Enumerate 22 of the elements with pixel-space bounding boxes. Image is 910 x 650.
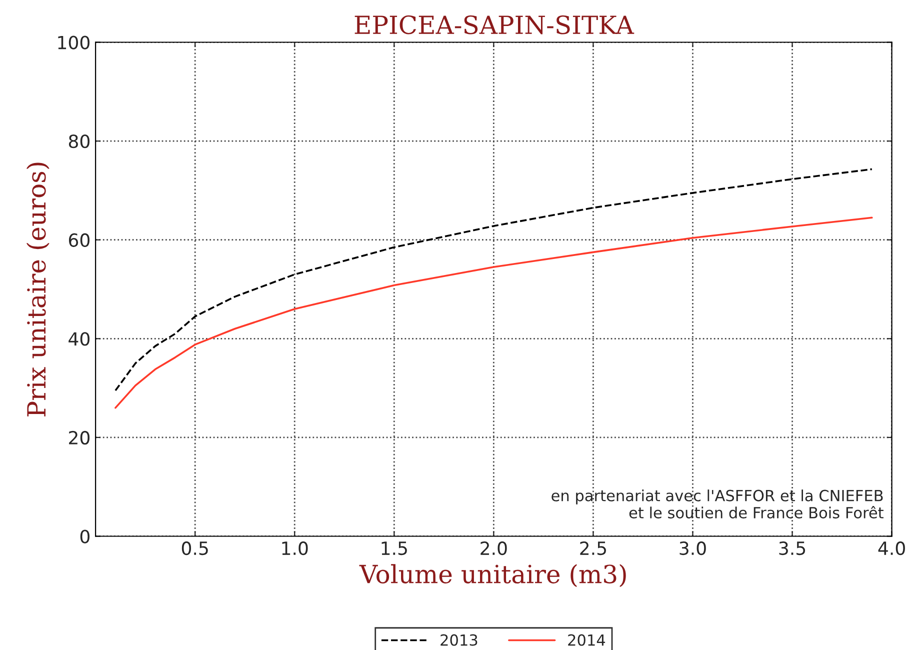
line-series xyxy=(114,168,873,392)
legend-label: 2013 xyxy=(440,634,478,646)
y-tick-label: 100 xyxy=(58,36,90,50)
chart-title: EPICEA-SAPIN-SITKA xyxy=(354,15,634,34)
x-axis-title: Volume unitaire (m3) xyxy=(359,564,626,588)
x-tick-label: 1.0 xyxy=(282,541,308,556)
y-tick-label: 60 xyxy=(68,233,90,247)
x-tick-label: 2.5 xyxy=(580,541,606,556)
x-tick-label: 0.5 xyxy=(182,541,208,556)
annotation: en partenariat avec l'ASFFOR et la CNIEFEB et le soutien de France Bois Forêt xyxy=(552,490,884,518)
y-tick-label: 20 xyxy=(69,430,90,445)
x-tick-label: 3.5 xyxy=(779,541,806,556)
y-axis-title: Prix unitaire (euros) xyxy=(26,162,50,416)
y-tick-label: 40 xyxy=(68,332,90,346)
y-tick-label: 80 xyxy=(68,134,90,148)
y-tick-label: 0 xyxy=(80,530,90,544)
x-tick-label: 2.0 xyxy=(480,541,507,556)
x-tick-label: 4.0 xyxy=(878,541,905,556)
legend-label: 2014 xyxy=(568,634,606,646)
x-tick-label: 1.5 xyxy=(382,542,407,556)
x-tick-label: 3.0 xyxy=(680,541,706,556)
line-series xyxy=(114,216,873,409)
